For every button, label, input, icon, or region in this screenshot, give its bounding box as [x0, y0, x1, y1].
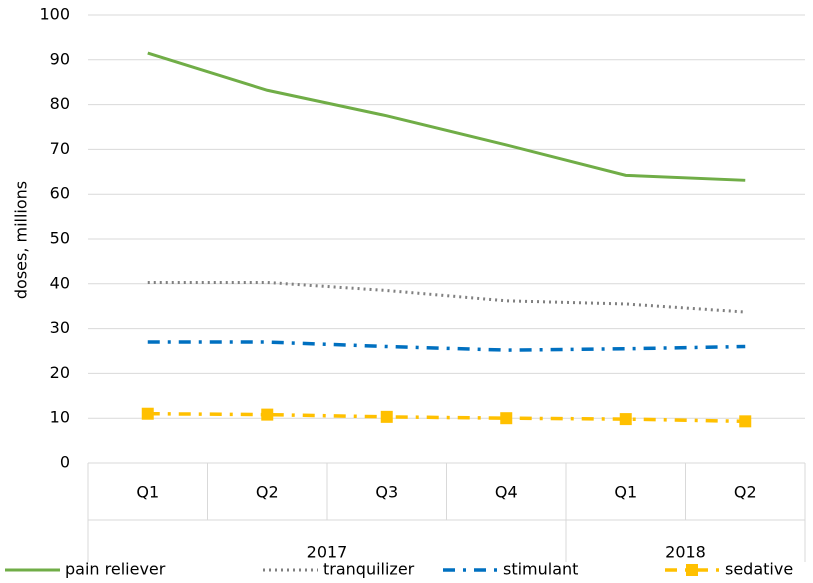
x-tick-label: Q4	[495, 483, 518, 502]
x-tick-label: Q2	[256, 483, 279, 502]
series-line	[147, 340, 746, 352]
series-line	[147, 280, 746, 314]
legend-label: pain reliever	[65, 560, 166, 579]
legend-label: sedative	[725, 560, 793, 579]
y-tick-label: 60	[50, 184, 70, 203]
series-line	[147, 51, 746, 182]
y-tick-label: 0	[60, 453, 70, 472]
marker	[500, 412, 513, 425]
y-tick-label: 30	[50, 318, 70, 337]
y-tick-label: 40	[50, 273, 70, 292]
legend-label: tranquilizer	[323, 560, 415, 579]
marker	[141, 407, 154, 420]
y-axis-title: doses, millions	[12, 181, 31, 299]
y-tick-label: 10	[50, 408, 70, 427]
y-tick-label: 20	[50, 363, 70, 382]
group-label: 2017	[307, 543, 348, 562]
series-line	[147, 411, 746, 424]
y-tick-label: 100	[39, 5, 70, 24]
y-tick-label: 90	[50, 49, 70, 68]
x-tick-label: Q1	[614, 483, 637, 502]
marker	[619, 413, 632, 426]
x-tick-label: Q3	[375, 483, 398, 502]
x-tick-label: Q2	[734, 483, 757, 502]
legend-label: stimulant	[503, 560, 578, 579]
y-tick-label: 50	[50, 229, 70, 248]
marker	[380, 410, 393, 423]
x-tick-label: Q1	[136, 483, 159, 502]
y-tick-label: 80	[50, 94, 70, 113]
legend-marker	[686, 564, 698, 576]
marker	[739, 415, 752, 428]
y-tick-label: 70	[50, 139, 70, 158]
group-label: 2018	[665, 543, 706, 562]
marker	[261, 408, 274, 421]
